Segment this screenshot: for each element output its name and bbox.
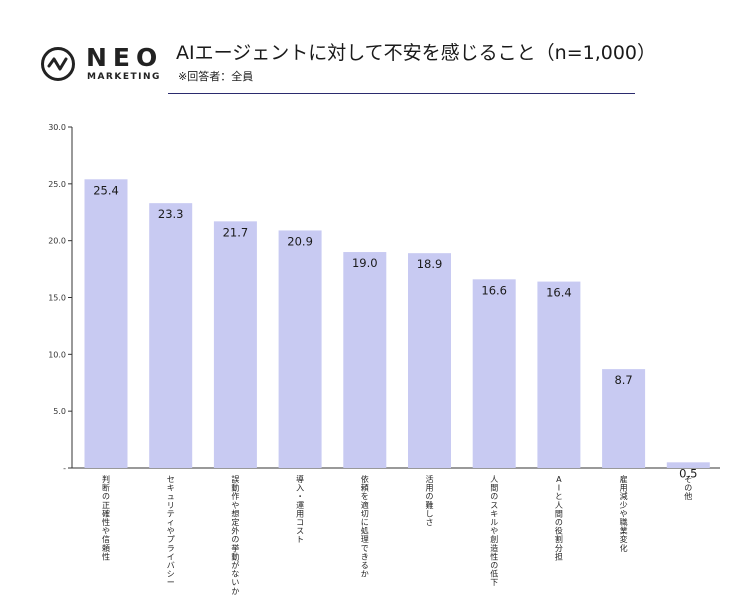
x-category-label: 雇用減少や職業変化 — [620, 474, 628, 553]
logo-subtext: MARKETING — [87, 72, 161, 82]
bar-value-label: 8.7 — [614, 373, 632, 387]
y-tick-label: - — [63, 464, 66, 473]
bar — [537, 281, 581, 468]
bar — [84, 179, 128, 468]
bar-value-label: 16.4 — [546, 286, 572, 300]
bar — [343, 252, 387, 468]
x-category-label: 導入・運用コスト — [296, 474, 304, 544]
x-category-label: その他 — [684, 475, 692, 501]
x-category-label: 判断の正確性や信頼性 — [102, 474, 110, 561]
y-tick-label: 5.0 — [53, 407, 66, 416]
chart-subtitle: ※回答者：全員 — [178, 70, 254, 83]
x-category-label: セキュリティやプライバシー — [167, 475, 175, 587]
x-category-label: 人間のスキルや創造性の低下 — [490, 475, 498, 587]
bar-value-label: 21.7 — [223, 225, 249, 239]
x-category-label: 誤動作や想定外の挙動がないか — [231, 474, 239, 596]
bar-value-label: 23.3 — [158, 207, 184, 221]
bar — [278, 230, 322, 468]
bar-value-label: 18.9 — [417, 257, 443, 271]
y-tick-label: 30.0 — [48, 123, 66, 132]
bar — [408, 253, 451, 468]
y-tick-label: 25.0 — [48, 180, 66, 189]
x-category-label: 活用の難しさ — [426, 474, 434, 527]
bar — [149, 203, 193, 468]
y-tick-label: 20.0 — [48, 237, 66, 246]
bar — [472, 279, 516, 468]
chart-title: AIエージェントに対して不安を感じること（n=1,000） — [176, 42, 657, 64]
bar-value-label: 19.0 — [352, 256, 378, 270]
bar — [213, 221, 257, 468]
y-tick-label: 10.0 — [48, 350, 66, 359]
circle-zigzag-icon — [41, 47, 75, 81]
x-category-label: 依頼を適切に処理できるか — [361, 474, 369, 579]
y-tick-label: 15.0 — [48, 294, 66, 303]
logo-wordmark: NEO — [86, 43, 164, 72]
x-category-label: A I と人間の役割分担 — [555, 475, 563, 561]
title-divider — [168, 93, 635, 94]
bar-value-label: 16.6 — [481, 283, 507, 297]
bar-value-label: 25.4 — [93, 183, 119, 197]
bar-value-label: 0.5 — [679, 466, 697, 480]
neo-marketing-logo: NEO MARKETING — [40, 44, 160, 88]
bar — [666, 462, 710, 468]
bar — [602, 369, 646, 468]
bar-value-label: 20.9 — [287, 234, 313, 248]
